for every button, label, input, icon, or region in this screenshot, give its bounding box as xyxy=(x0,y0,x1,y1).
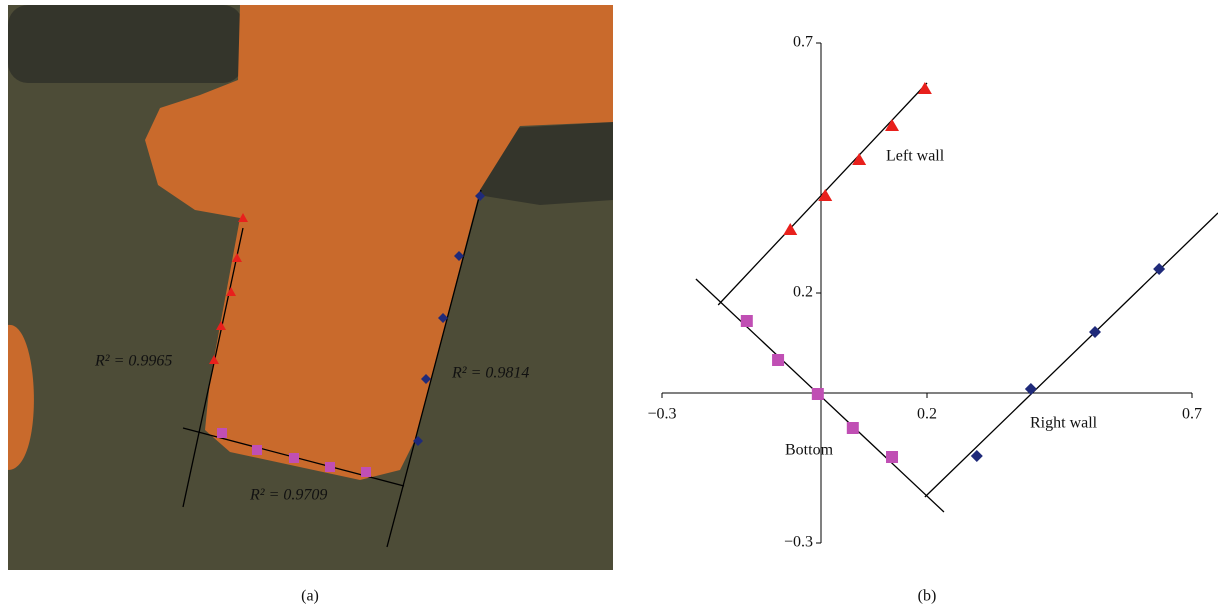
point xyxy=(1089,326,1102,338)
point xyxy=(818,189,833,201)
panel-caption: (b) xyxy=(918,588,937,605)
photo: R² = 0.9965 R² = 0.9814 R² = 0.9709 xyxy=(8,5,613,570)
point xyxy=(1024,383,1037,395)
photo-fit-line xyxy=(182,227,244,508)
point xyxy=(740,315,753,327)
r-squared-label: R² = 0.9814 xyxy=(451,365,529,382)
photo-dark-region xyxy=(478,122,613,205)
x-tick-label: 0.2 xyxy=(917,406,937,423)
series-annotation: Right wall xyxy=(1030,415,1098,432)
r-squared-label: R² = 0.9709 xyxy=(249,487,327,504)
photo-markers xyxy=(413,191,485,446)
point xyxy=(886,451,899,463)
point xyxy=(811,388,824,400)
y-tick-label: 0.2 xyxy=(793,284,813,301)
x-tick-label: −0.3 xyxy=(647,406,676,423)
photo-copper xyxy=(8,324,34,470)
series-annotation: Left wall xyxy=(886,148,945,165)
point xyxy=(852,153,867,165)
point xyxy=(772,354,785,366)
series-annotation: Bottom xyxy=(785,442,834,459)
point xyxy=(970,450,983,462)
r-squared-label: R² = 0.9965 xyxy=(94,353,172,370)
point xyxy=(846,422,859,434)
x-tick-label: 0.7 xyxy=(1182,406,1202,423)
point xyxy=(1153,263,1166,275)
photo-fit-line xyxy=(386,189,482,548)
photo-markers xyxy=(217,428,371,477)
fit-line xyxy=(924,212,1218,498)
y-tick-label: −0.3 xyxy=(784,534,813,551)
photo-markers xyxy=(209,213,248,364)
panel-caption: (a) xyxy=(301,588,319,605)
photo-copper xyxy=(145,5,613,480)
point xyxy=(917,82,932,94)
photo-dark-region xyxy=(8,5,243,83)
point xyxy=(885,119,900,131)
y-tick-label: 0.7 xyxy=(793,34,813,51)
point xyxy=(783,223,798,235)
